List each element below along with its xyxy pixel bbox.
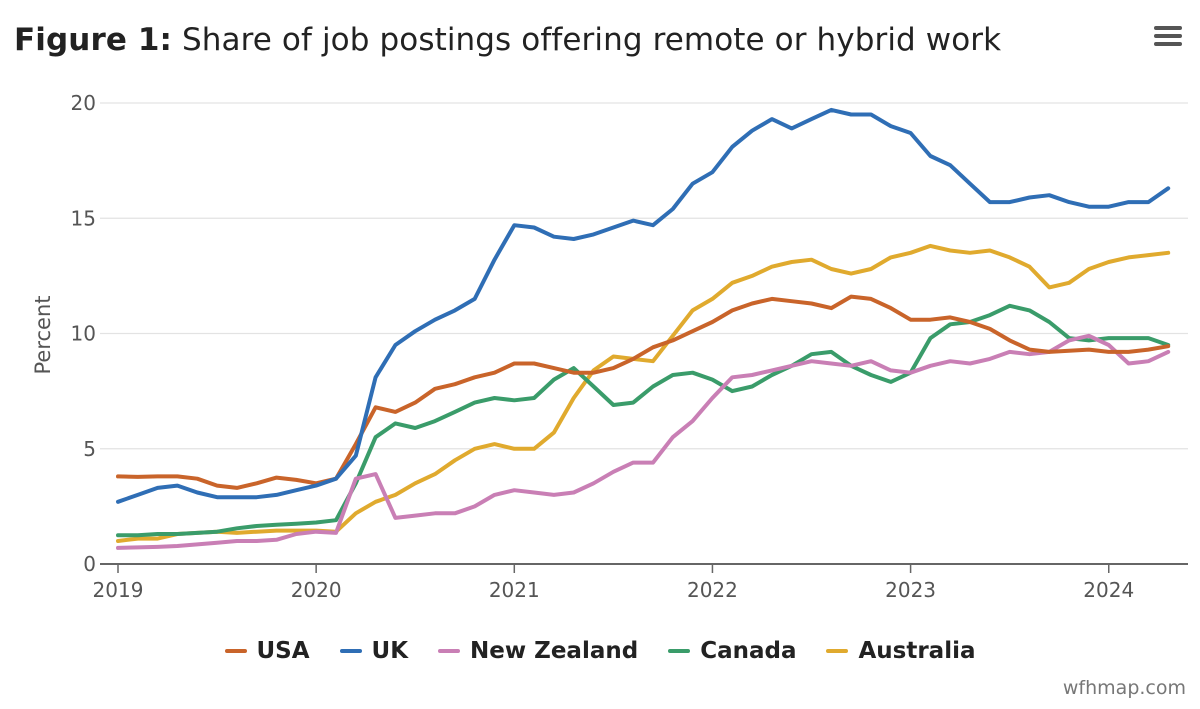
legend-swatch: [339, 649, 362, 653]
legend-label: USA: [256, 638, 310, 664]
legend-item-usa[interactable]: USA: [224, 638, 310, 664]
legend-item-australia[interactable]: Australia: [826, 638, 976, 664]
chart-legend: USA UK New Zealand Canada Australia: [0, 638, 1200, 664]
x-tick-label: 2019: [93, 578, 144, 602]
legend-swatch: [438, 649, 461, 653]
figure-number: Figure 1:: [14, 22, 173, 58]
series-lines: [116, 107, 1171, 550]
chart-title: Figure 1: Share of job postings offering…: [14, 22, 1001, 58]
x-tick-label: 2022: [687, 578, 738, 602]
legend-label: Canada: [700, 638, 797, 664]
axes: 0 5 10 15 20 2019 2020 2021 2022 2023 2024: [71, 91, 1188, 602]
series-line-usa[interactable]: [116, 294, 1171, 490]
x-tick-label: 2023: [885, 578, 936, 602]
series-line-new-zealand[interactable]: [116, 333, 1171, 550]
hamburger-menu-icon[interactable]: [1154, 26, 1182, 48]
source-credit: wfhmap.com: [1062, 677, 1186, 699]
legend-label: New Zealand: [470, 638, 639, 664]
legend-swatch: [224, 649, 247, 653]
x-tick-label: 2021: [489, 578, 540, 602]
legend-swatch: [668, 649, 691, 653]
series-line-australia[interactable]: [116, 243, 1171, 543]
legend-item-canada[interactable]: Canada: [668, 638, 796, 664]
series-line-uk[interactable]: [116, 107, 1171, 504]
legend-label: UK: [371, 638, 409, 664]
y-tick-label: 10: [71, 322, 96, 346]
y-axis-label: Percent: [31, 295, 55, 374]
title-text: Share of job postings offering remote or…: [182, 22, 1002, 58]
series-line-canada[interactable]: [116, 303, 1171, 538]
y-tick-label: 5: [83, 437, 96, 461]
x-tick-label: 2020: [291, 578, 342, 602]
x-tick-label: 2024: [1083, 578, 1134, 602]
y-tick-label: 20: [71, 91, 96, 115]
legend-item-uk[interactable]: UK: [339, 638, 409, 664]
gridlines: [100, 102, 1188, 450]
legend-label: Australia: [858, 638, 976, 664]
y-tick-label: 15: [71, 206, 96, 230]
y-tick-label: 0: [83, 552, 96, 576]
legend-swatch: [826, 649, 849, 653]
legend-item-new-zealand[interactable]: New Zealand: [438, 638, 638, 664]
